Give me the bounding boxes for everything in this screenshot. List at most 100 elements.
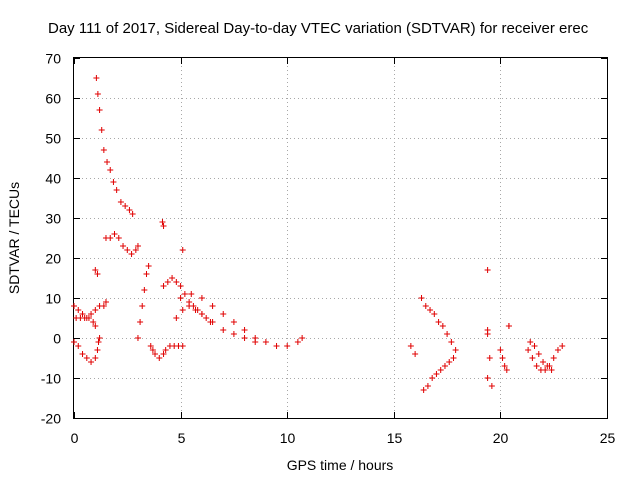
data-point	[102, 299, 109, 305]
data-point	[83, 355, 90, 361]
data-point	[422, 303, 429, 309]
data-point	[137, 319, 144, 325]
data-point	[71, 303, 77, 309]
data-point	[126, 207, 133, 213]
y-tick-label: 40	[45, 171, 61, 187]
data-point	[198, 311, 205, 317]
series-1	[71, 299, 109, 329]
data-point	[143, 271, 150, 277]
x-tick-label: 15	[387, 430, 403, 446]
series-4	[134, 263, 186, 361]
series-9	[420, 355, 457, 393]
data-point	[160, 223, 167, 229]
data-point	[179, 343, 186, 349]
series-2	[71, 335, 103, 365]
data-point	[452, 347, 459, 353]
plot-frame	[73, 57, 608, 419]
data-point	[96, 107, 103, 113]
data-point	[94, 91, 101, 97]
data-point	[115, 235, 122, 241]
data-point	[107, 235, 114, 241]
data-point	[92, 355, 99, 361]
data-point	[486, 355, 493, 361]
data-point	[128, 251, 135, 257]
data-point	[484, 375, 491, 381]
y-tick-label: 20	[45, 251, 61, 267]
data-point	[94, 271, 101, 277]
series-3	[102, 231, 141, 257]
data-point	[230, 331, 237, 337]
data-point	[186, 303, 193, 309]
data-point	[145, 263, 152, 269]
data-point	[544, 363, 551, 369]
data-point	[93, 75, 100, 81]
data-point	[497, 347, 504, 353]
data-point	[294, 339, 301, 345]
series-12	[92, 219, 512, 381]
data-point	[412, 351, 419, 357]
data-point	[188, 291, 195, 297]
data-point	[122, 203, 129, 209]
axis-ticks	[74, 58, 608, 419]
data-point	[110, 179, 117, 185]
data-point	[160, 283, 167, 289]
x-axis-label: GPS time / hours	[287, 457, 394, 473]
series-7	[173, 303, 259, 345]
data-point	[94, 347, 101, 353]
y-tick-label: 0	[53, 331, 61, 347]
data-point	[209, 303, 216, 309]
data-point	[424, 383, 431, 389]
x-tick-label: 0	[71, 430, 79, 446]
data-point	[173, 279, 180, 285]
data-point	[420, 387, 427, 393]
data-point	[533, 363, 540, 369]
data-point	[134, 335, 141, 341]
series-11	[525, 339, 566, 373]
data-point	[429, 375, 436, 381]
data-point	[113, 187, 120, 193]
data-point	[484, 267, 491, 273]
data-point	[418, 295, 425, 301]
data-point	[181, 291, 188, 297]
x-tick-label: 10	[280, 430, 296, 446]
x-tick-label: 25	[600, 430, 616, 446]
data-point	[450, 355, 457, 361]
data-point	[284, 343, 291, 349]
data-point	[117, 199, 124, 205]
data-point	[503, 367, 510, 373]
data-point	[559, 343, 566, 349]
y-axis-label: SDTVAR / TECUs	[6, 182, 22, 294]
series-8	[418, 295, 459, 353]
data-point	[90, 319, 97, 325]
data-point	[203, 315, 210, 321]
series-5	[160, 275, 214, 325]
data-point	[484, 331, 491, 337]
data-point	[159, 219, 166, 225]
data-point	[488, 383, 495, 389]
data-point	[505, 323, 512, 329]
data-point	[448, 339, 455, 345]
data-point	[104, 159, 111, 165]
data-point	[120, 243, 127, 249]
data-point	[88, 311, 95, 317]
data-point	[179, 307, 186, 313]
data-point	[139, 303, 146, 309]
data-point	[550, 355, 557, 361]
data-point	[540, 359, 547, 365]
data-point	[407, 343, 414, 349]
series-10	[484, 267, 512, 389]
data-point	[441, 363, 448, 369]
data-point	[444, 331, 451, 337]
data-point	[525, 347, 532, 353]
data-point	[92, 307, 99, 313]
data-point	[129, 211, 136, 217]
data-point	[156, 355, 163, 361]
y-tick-label: 70	[45, 51, 61, 67]
data-point	[162, 347, 169, 353]
chart-title: Day 111 of 2017, Sidereal Day-to-day VTE…	[48, 20, 589, 37]
data-point	[134, 243, 141, 249]
data-point	[427, 307, 434, 313]
y-tick-label: 50	[45, 131, 61, 147]
data-point	[92, 323, 99, 329]
data-point	[273, 343, 280, 349]
